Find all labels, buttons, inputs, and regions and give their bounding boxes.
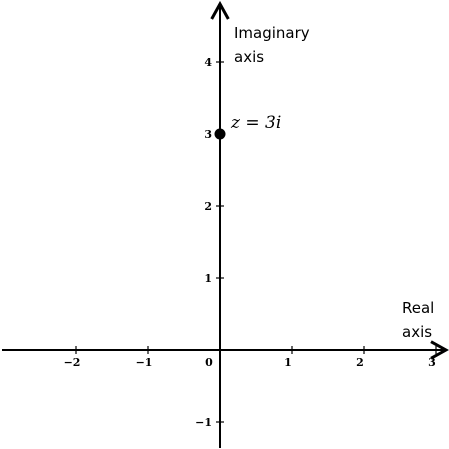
y-tick-label: 3: [204, 128, 212, 141]
point-label: z = 3i: [230, 113, 281, 133]
y-tick-label: 1: [204, 272, 212, 285]
x-tick-label: 2: [356, 356, 364, 369]
y-tick-label: 4: [204, 56, 212, 69]
x-tick-label: 3: [428, 356, 436, 369]
x-tick-label: 0: [205, 356, 213, 369]
real-axis-title-line1: Real: [402, 299, 434, 317]
real-axis-title-line2: axis: [402, 323, 432, 341]
imaginary-axis-title-line2: axis: [234, 48, 264, 66]
x-tick-label: −1: [136, 356, 153, 369]
y-tick-label: −1: [195, 416, 212, 429]
point-marker: [214, 128, 226, 140]
y-tick-label: 2: [204, 200, 212, 213]
data-points: z = 3i: [214, 113, 281, 140]
x-tick-label: −2: [64, 356, 81, 369]
y-axis-ticks: −1 1 2 3 4: [195, 56, 224, 429]
imaginary-axis-title-line1: Imaginary: [234, 24, 310, 42]
x-axis-ticks: −2 −1 0 1 2 3: [64, 346, 437, 369]
x-tick-label: 1: [284, 356, 292, 369]
